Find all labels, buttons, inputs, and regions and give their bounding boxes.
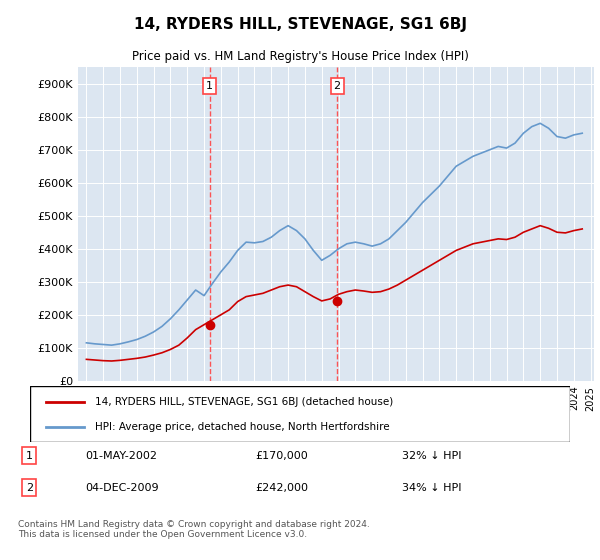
FancyBboxPatch shape	[30, 386, 570, 442]
Text: Price paid vs. HM Land Registry's House Price Index (HPI): Price paid vs. HM Land Registry's House …	[131, 50, 469, 63]
Text: 01-MAY-2002: 01-MAY-2002	[86, 450, 158, 460]
Text: £170,000: £170,000	[255, 450, 308, 460]
Text: 2: 2	[334, 81, 341, 91]
Text: 1: 1	[206, 81, 213, 91]
Text: 34% ↓ HPI: 34% ↓ HPI	[401, 483, 461, 493]
Text: 14, RYDERS HILL, STEVENAGE, SG1 6BJ: 14, RYDERS HILL, STEVENAGE, SG1 6BJ	[133, 17, 467, 32]
Text: HPI: Average price, detached house, North Hertfordshire: HPI: Average price, detached house, Nort…	[95, 422, 389, 432]
Text: 32% ↓ HPI: 32% ↓ HPI	[401, 450, 461, 460]
Text: 04-DEC-2009: 04-DEC-2009	[86, 483, 160, 493]
Text: Contains HM Land Registry data © Crown copyright and database right 2024.
This d: Contains HM Land Registry data © Crown c…	[18, 520, 370, 539]
Text: 14, RYDERS HILL, STEVENAGE, SG1 6BJ (detached house): 14, RYDERS HILL, STEVENAGE, SG1 6BJ (det…	[95, 397, 393, 407]
Text: 2: 2	[26, 483, 33, 493]
Text: 1: 1	[26, 450, 33, 460]
Text: £242,000: £242,000	[255, 483, 308, 493]
